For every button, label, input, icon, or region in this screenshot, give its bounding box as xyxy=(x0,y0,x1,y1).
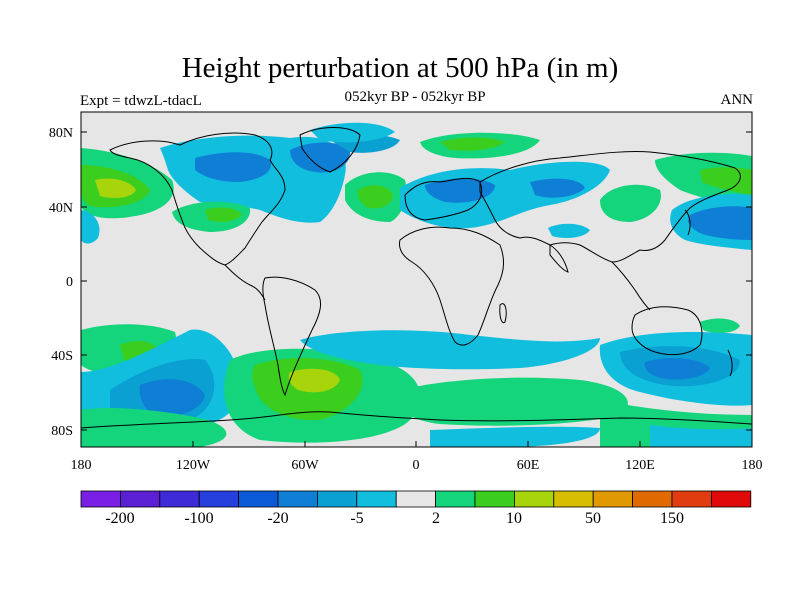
season-label: ANN xyxy=(720,92,754,108)
coast-asia xyxy=(479,151,741,263)
colorbar-swatch xyxy=(435,490,476,508)
colorbar-label: 150 xyxy=(660,510,684,527)
colorbar-label: -20 xyxy=(267,510,288,527)
coast-greenland xyxy=(299,127,361,173)
colorbar-label: -5 xyxy=(350,510,363,527)
lon-tick-label: 120E xyxy=(625,458,655,473)
colorbar xyxy=(80,490,752,508)
colorbar-swatch xyxy=(198,490,239,508)
coast-antarctica xyxy=(81,411,752,429)
contour-ne-asia-green xyxy=(600,184,661,222)
colorbar-swatch xyxy=(356,490,397,508)
contour-s-asia-lightblue xyxy=(548,223,590,238)
colorbar-swatch xyxy=(514,490,555,508)
map-plot-area xyxy=(81,112,752,447)
colorbar-swatch xyxy=(553,490,594,508)
coastlines xyxy=(81,127,752,429)
coast-india xyxy=(549,244,569,273)
contour-n-atlantic-lightgreen xyxy=(357,185,393,209)
coast-madagascar xyxy=(499,303,507,324)
colorbar-swatch xyxy=(671,490,712,508)
contour-tasman-green xyxy=(700,318,740,334)
colorbar-swatch xyxy=(632,490,673,508)
lon-tick-label: 0 xyxy=(413,458,420,473)
lon-tick-label: 180 xyxy=(742,458,763,473)
contour-antarctic-lightblue xyxy=(430,426,600,447)
colorbar-label: -200 xyxy=(105,510,134,527)
colorbar-swatch xyxy=(474,490,515,508)
contour-s-atlantic-lightblue xyxy=(300,330,600,370)
contour-eurasia-blue xyxy=(425,178,495,203)
contour-fields xyxy=(81,122,752,447)
colorbar-swatch xyxy=(80,490,121,508)
colorbar-label: 2 xyxy=(432,510,440,527)
contour-greenland-blue xyxy=(290,142,351,173)
colorbar-label: 10 xyxy=(506,510,522,527)
contour-gulf-lightgreen xyxy=(205,207,242,223)
contour-eurasia-blue2 xyxy=(530,178,585,198)
lat-tick-label: 40N xyxy=(49,201,73,216)
lon-axis xyxy=(80,441,753,447)
colorbar-label: -100 xyxy=(184,510,213,527)
contour-nw-pacific-blue xyxy=(688,206,752,240)
coast-new-zealand xyxy=(727,349,733,377)
coast-central-america xyxy=(224,264,266,301)
colorbar-label: 50 xyxy=(585,510,601,527)
coast-australia xyxy=(631,306,703,356)
colorbar-swatch xyxy=(277,490,318,508)
lat-axis xyxy=(81,131,752,431)
lon-tick-label: 120W xyxy=(176,458,211,473)
colorbar-swatch xyxy=(711,490,752,508)
contour-s-indian-green xyxy=(397,377,628,426)
coast-se-asia xyxy=(611,261,651,311)
lon-tick-label: 60W xyxy=(291,458,319,473)
contour-antarctic-pacific-green xyxy=(81,407,227,447)
colorbar-swatch xyxy=(120,490,161,508)
colorbar-swatch xyxy=(159,490,200,508)
contour-antarctic-lightblue2 xyxy=(650,425,752,447)
contour-siberia-lightgreen xyxy=(700,167,752,195)
lat-tick-label: 0 xyxy=(66,275,73,290)
coast-europe xyxy=(404,177,483,221)
colorbar-swatch xyxy=(395,490,437,508)
lat-tick-label: 80N xyxy=(49,126,73,141)
contour-s-pacific-darkblue xyxy=(139,379,205,417)
lon-tick-label: 180 xyxy=(71,458,92,473)
period-label: 052kyr BP - 052kyr BP xyxy=(344,89,486,105)
lon-tick-label: 60E xyxy=(517,458,540,473)
coast-japan xyxy=(684,209,691,236)
coast-north-america xyxy=(109,132,286,266)
colorbar-swatch xyxy=(592,490,634,508)
colorbar-swatch xyxy=(238,490,279,508)
contour-pacific-blue-left xyxy=(81,210,100,244)
coast-africa xyxy=(399,226,504,346)
colorbar-swatch xyxy=(316,490,358,508)
plot-title: Height perturbation at 500 hPa (in m) xyxy=(181,52,619,84)
contour-s-indian-darkblue xyxy=(644,358,710,380)
lat-tick-label: 40S xyxy=(51,349,73,364)
experiment-label: Expt = tdwzL-tdacL xyxy=(80,93,202,109)
contour-eurasia-lightblue xyxy=(400,161,610,229)
coast-south-america xyxy=(262,276,322,397)
contour-n-pacific-yellow xyxy=(95,178,136,198)
contour-s-america-yellow xyxy=(288,368,340,393)
lat-tick-label: 80S xyxy=(51,424,73,439)
contour-arctic-lightgreen xyxy=(440,137,505,151)
contour-n-america-blue xyxy=(195,152,271,182)
